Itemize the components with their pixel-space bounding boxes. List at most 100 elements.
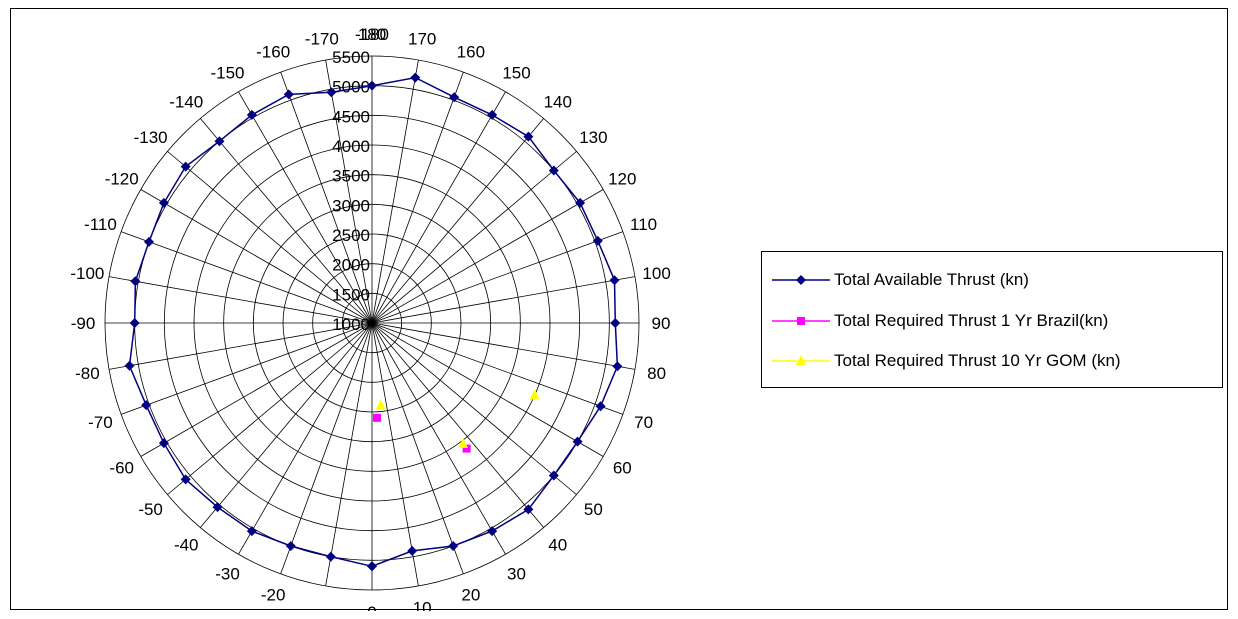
angle-tick-label: 30 bbox=[507, 564, 526, 583]
angle-tick-label: -180 bbox=[355, 25, 389, 44]
data-point-diamond bbox=[487, 109, 498, 120]
data-point-diamond bbox=[130, 276, 141, 287]
data-point-diamond bbox=[158, 197, 169, 208]
data-point-diamond bbox=[214, 136, 225, 147]
data-point-diamond bbox=[572, 436, 583, 447]
radial-tick-label: 3000 bbox=[332, 196, 370, 215]
data-point-diamond bbox=[612, 361, 623, 372]
legend-swatch-diamond-icon bbox=[772, 270, 830, 290]
legend: Total Available Thrust (kn) Total Requir… bbox=[761, 251, 1223, 388]
data-point-diamond bbox=[548, 470, 559, 481]
grid-spoke bbox=[108, 322, 373, 370]
data-point-diamond bbox=[407, 545, 418, 556]
angle-tick-label: -150 bbox=[210, 64, 244, 83]
data-point-diamond bbox=[246, 109, 257, 120]
grid-spoke bbox=[200, 118, 373, 324]
angle-tick-label: -70 bbox=[88, 413, 113, 432]
grid-spoke bbox=[371, 322, 604, 457]
data-point-diamond bbox=[487, 526, 498, 537]
grid-spoke bbox=[371, 189, 604, 324]
legend-item-available: Total Available Thrust (kn) bbox=[772, 265, 1029, 295]
grid-spoke bbox=[280, 71, 373, 324]
data-point-diamond bbox=[523, 504, 534, 515]
angle-tick-label: -120 bbox=[105, 170, 139, 189]
grid-spoke bbox=[371, 322, 464, 575]
angle-tick-label: -40 bbox=[174, 535, 199, 554]
radial-tick-label: 1500 bbox=[332, 285, 370, 304]
angle-tick-label: 140 bbox=[544, 93, 572, 112]
grid-spoke bbox=[120, 231, 373, 324]
data-point-triangle bbox=[458, 437, 469, 448]
grid-spoke bbox=[371, 59, 419, 324]
grid-spoke bbox=[140, 322, 373, 457]
grid-spoke bbox=[238, 322, 373, 555]
angle-tick-label: -100 bbox=[70, 264, 104, 283]
chart-area: 180 170 160 150 140 130 120 110 100 90 80 70 60 50 40 3… bbox=[10, 8, 1228, 611]
angle-tick-label: 80 bbox=[647, 364, 666, 383]
radial-tick-labels: 1000 1500 2000 2500 3000 3500 4000 4500 5000 5500 bbox=[332, 48, 370, 334]
grid-spoke bbox=[371, 322, 624, 415]
grid-spoke bbox=[371, 118, 544, 324]
angle-tick-label: -20 bbox=[261, 586, 286, 605]
grid-spoke bbox=[371, 231, 624, 324]
data-point-diamond bbox=[283, 89, 294, 100]
radial-tick-label: 1000 bbox=[332, 315, 370, 334]
legend-swatch-square-icon bbox=[772, 311, 830, 331]
radial-tick-label: 2000 bbox=[332, 256, 370, 275]
legend-item-brazil: Total Required Thrust 1 Yr Brazil(kn) bbox=[772, 306, 1108, 336]
data-point-diamond bbox=[592, 235, 603, 246]
data-point-diamond bbox=[449, 92, 460, 103]
data-point-diamond bbox=[246, 526, 257, 537]
angle-tick-label: -60 bbox=[109, 459, 134, 478]
legend-label: Total Required Thrust 10 Yr GOM (kn) bbox=[834, 351, 1121, 370]
series-layer bbox=[124, 72, 623, 572]
legend-item-gom: Total Required Thrust 10 Yr GOM (kn) bbox=[772, 346, 1121, 376]
grid-spoke bbox=[167, 151, 373, 324]
grid-spoke bbox=[371, 91, 506, 324]
data-point-triangle bbox=[529, 389, 540, 400]
data-point-diamond bbox=[212, 502, 223, 513]
grid-spoke bbox=[371, 322, 544, 528]
data-point-triangle bbox=[375, 399, 386, 410]
angle-tick-label: 0 bbox=[367, 603, 376, 611]
grid-spoke bbox=[200, 322, 373, 528]
legend-label: Total Available Thrust (kn) bbox=[834, 270, 1029, 289]
angle-tick-label: 10 bbox=[413, 599, 432, 611]
polar-chart: 180 1701601501401301201101009080706050403… bbox=[70, 25, 670, 611]
data-point-diamond bbox=[609, 275, 620, 286]
grid-spoke bbox=[140, 189, 373, 324]
data-point-diamond bbox=[595, 401, 606, 412]
angle-tick-label: 50 bbox=[584, 500, 603, 519]
angle-tick-label: -30 bbox=[215, 564, 240, 583]
angle-tick-label: -50 bbox=[138, 500, 163, 519]
grid-spoke bbox=[238, 91, 373, 324]
data-point-diamond bbox=[129, 318, 140, 328]
angle-tick-label: 160 bbox=[457, 42, 485, 61]
angle-tick-label: -160 bbox=[256, 42, 290, 61]
data-point-square bbox=[462, 444, 471, 453]
data-point-diamond bbox=[367, 80, 377, 91]
data-point-diamond bbox=[158, 438, 169, 449]
grid-spoke bbox=[371, 322, 506, 555]
data-point-diamond bbox=[326, 87, 337, 98]
angle-tick-label: -110 bbox=[84, 215, 117, 234]
grid-spoke bbox=[371, 322, 636, 370]
data-point-diamond bbox=[548, 165, 559, 176]
angle-tick-label: -90 bbox=[71, 314, 96, 333]
data-point-diamond bbox=[410, 72, 421, 83]
radial-tick-label: 3500 bbox=[332, 167, 370, 186]
data-point-diamond bbox=[610, 318, 621, 328]
legend-swatch-triangle-icon bbox=[772, 351, 830, 371]
data-point-diamond bbox=[367, 561, 377, 572]
grid-spoke bbox=[371, 322, 577, 495]
angle-tick-label: 20 bbox=[461, 586, 480, 605]
angle-tick-label: 180 bbox=[358, 25, 386, 44]
data-point-diamond bbox=[448, 541, 459, 552]
grid-spoke bbox=[120, 322, 373, 415]
angle-tick-label: 40 bbox=[548, 535, 567, 554]
angle-tick-label: 130 bbox=[579, 128, 607, 147]
angle-tick-label: 170 bbox=[408, 29, 436, 48]
angle-tick-label: 70 bbox=[634, 413, 653, 432]
angle-tick-label: 120 bbox=[608, 170, 636, 189]
data-point-diamond bbox=[180, 474, 191, 485]
